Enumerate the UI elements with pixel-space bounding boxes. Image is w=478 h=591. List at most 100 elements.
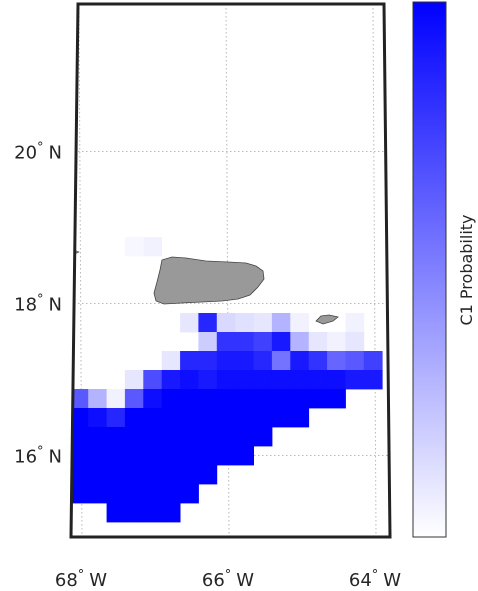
- probability-cell: [124, 503, 144, 523]
- probability-cell: [271, 389, 291, 409]
- probability-cell: [253, 408, 273, 428]
- probability-cell: [161, 351, 181, 371]
- probability-cell: [106, 503, 126, 523]
- probability-cell: [363, 370, 383, 390]
- probability-cell: [308, 332, 328, 352]
- probability-cell: [143, 484, 163, 504]
- probability-cell: [124, 237, 144, 257]
- probability-cell: [106, 446, 126, 466]
- probability-cell: [124, 389, 144, 409]
- probability-cell: [216, 408, 236, 428]
- latitude-tick-label: 20° N: [14, 141, 62, 164]
- probability-cell: [327, 351, 346, 371]
- probability-cell: [253, 332, 273, 352]
- probability-cell: [290, 351, 310, 371]
- probability-cell: [161, 465, 181, 485]
- probability-cell: [161, 370, 181, 390]
- probability-cell: [345, 351, 365, 371]
- probability-cell: [71, 389, 89, 409]
- colorbar-gradient: [412, 1, 447, 538]
- probability-cell: [143, 370, 163, 390]
- probability-cell: [235, 332, 254, 352]
- probability-cell: [71, 484, 89, 504]
- probability-cell: [253, 389, 273, 409]
- probability-cell: [290, 370, 310, 390]
- longitude-tick-label: 64° W: [349, 568, 401, 591]
- probability-cell: [327, 389, 346, 409]
- probability-cell: [216, 313, 236, 333]
- probability-cell: [124, 484, 144, 504]
- probability-cell: [216, 427, 236, 447]
- probability-cell: [198, 427, 218, 447]
- probability-cell: [198, 465, 218, 485]
- probability-cell: [198, 332, 218, 352]
- probability-cell: [253, 313, 273, 333]
- probability-cell: [161, 503, 181, 523]
- probability-cell: [235, 427, 254, 447]
- probability-cell: [88, 389, 107, 409]
- probability-cell: [143, 465, 163, 485]
- probability-cell: [143, 446, 163, 466]
- probability-cell: [253, 351, 273, 371]
- probability-cell: [106, 427, 126, 447]
- probability-cells: [71, 237, 383, 523]
- probability-cell: [180, 427, 199, 447]
- probability-cell: [71, 427, 89, 447]
- probability-cell: [308, 351, 328, 371]
- probability-cell: [345, 332, 365, 352]
- probability-cell: [161, 408, 181, 428]
- probability-cell: [290, 408, 310, 428]
- probability-cell: [180, 408, 199, 428]
- meridian-line: [372, 4, 377, 537]
- probability-cell: [88, 408, 107, 428]
- probability-cell: [235, 370, 254, 390]
- probability-cell: [124, 408, 144, 428]
- probability-cell: [253, 427, 273, 447]
- probability-cell: [180, 313, 199, 333]
- probability-cell: [235, 446, 254, 466]
- map-frame: [69, 2, 392, 539]
- probability-cell: [290, 389, 310, 409]
- probability-cell: [308, 389, 328, 409]
- probability-cell: [161, 427, 181, 447]
- probability-cell: [180, 465, 199, 485]
- probability-cell: [143, 237, 163, 257]
- probability-cell: [271, 370, 291, 390]
- probability-cell: [124, 370, 144, 390]
- probability-cell: [345, 313, 365, 333]
- probability-cell: [216, 332, 236, 352]
- probability-cell: [253, 370, 273, 390]
- probability-cell: [216, 351, 236, 371]
- probability-cell: [271, 408, 291, 428]
- probability-cell: [290, 313, 310, 333]
- map-panel: [69, 2, 392, 539]
- axis-labels: 68° W 66° W 64° W 20° N 18° N 16° N: [14, 141, 401, 591]
- probability-cell: [308, 370, 328, 390]
- probability-cell: [198, 408, 218, 428]
- probability-cell: [71, 465, 89, 485]
- longitude-tick-label: 68° W: [55, 568, 107, 591]
- probability-cell: [271, 313, 291, 333]
- longitude-tick-label: 66° W: [202, 568, 254, 591]
- probability-cell: [216, 446, 236, 466]
- probability-cell: [363, 351, 383, 371]
- probability-cell: [198, 446, 218, 466]
- probability-cell: [161, 446, 181, 466]
- latitude-tick-label: 18° N: [14, 293, 62, 316]
- probability-cell: [345, 370, 365, 390]
- probability-cell: [124, 446, 144, 466]
- probability-cell: [88, 446, 107, 466]
- probability-cell: [71, 446, 89, 466]
- probability-cell: [180, 389, 199, 409]
- probability-cell: [198, 351, 218, 371]
- probability-cell: [235, 389, 254, 409]
- probability-cell: [88, 484, 107, 504]
- land-virgin-islands: [315, 314, 339, 325]
- probability-cell: [106, 484, 126, 504]
- probability-cell: [216, 370, 236, 390]
- probability-cell: [71, 408, 89, 428]
- probability-cell: [180, 351, 199, 371]
- colorbar-label: C1 Probability: [457, 214, 476, 325]
- probability-cell: [180, 446, 199, 466]
